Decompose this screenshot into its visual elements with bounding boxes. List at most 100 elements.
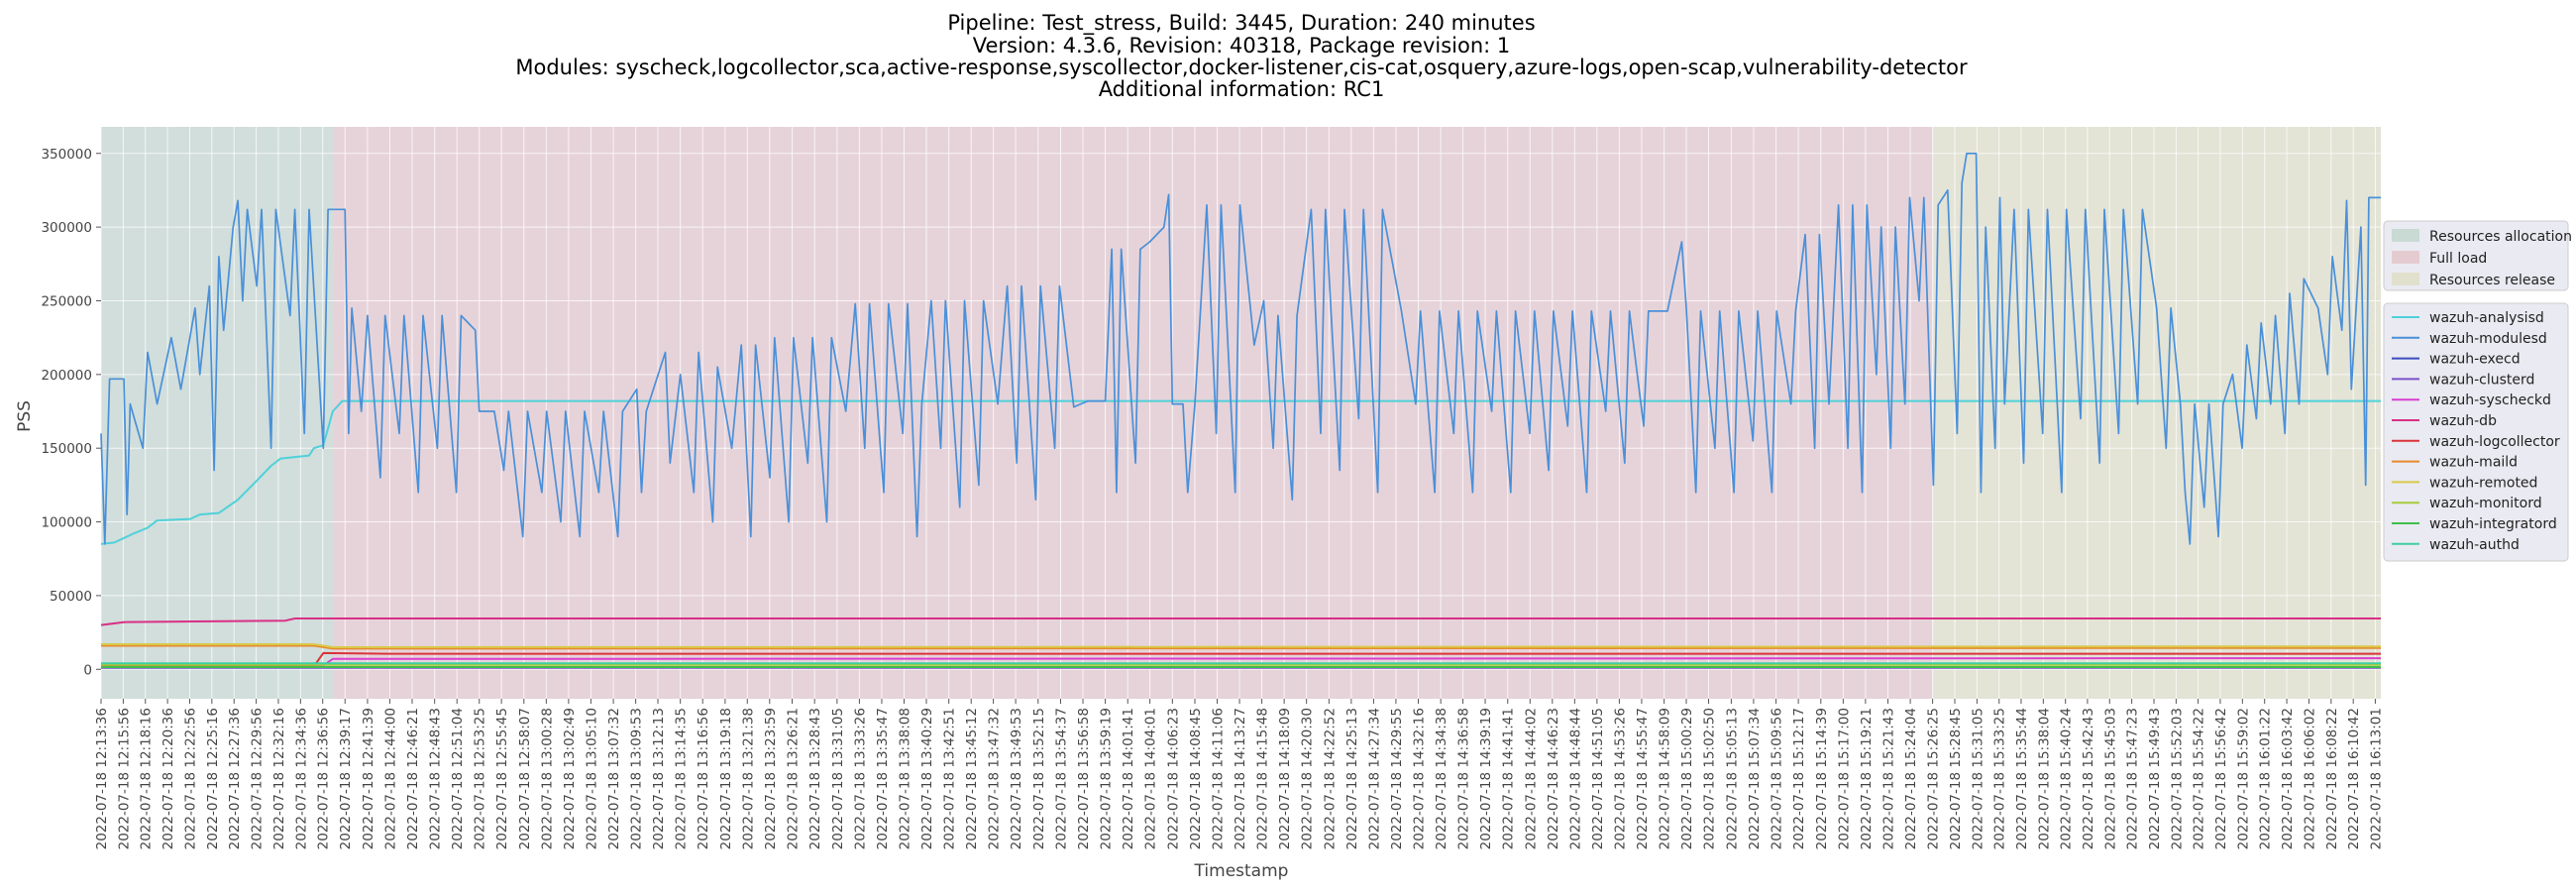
x-tick-label: 2022-07-18 14:22:52 [1322, 708, 1338, 849]
x-tick-label: 2022-07-18 15:00:29 [1679, 708, 1695, 849]
x-tick-label: 2022-07-18 13:09:53 [629, 708, 645, 849]
x-tick-label: 2022-07-18 13:16:56 [696, 708, 711, 849]
phase-legend-label: Full load [2429, 251, 2487, 267]
grid [100, 127, 2381, 699]
x-tick-label: 2022-07-18 15:40:24 [2059, 708, 2075, 849]
y-tick-label: 100000 [41, 515, 92, 531]
x-tick-label: 2022-07-18 12:22:56 [182, 708, 198, 849]
series-legend-label: wazuh-maild [2429, 455, 2518, 471]
legend-series: wazuh-analysisd wazuh-modulesd wazuh-execd… [2383, 302, 2569, 562]
series-line [100, 617, 2381, 626]
phase-legend-label: Resources release [2429, 273, 2555, 288]
x-tick-label: 2022-07-18 12:34:36 [293, 708, 309, 849]
x-tick-label: 2022-07-18 14:06:23 [1165, 708, 1181, 849]
y-axis-ticks: 0 50000 100000 150000 200000 250000 300000 3500… [41, 147, 101, 678]
x-tick-label: 2022-07-18 14:53:26 [1612, 708, 1628, 849]
series-legend-label: wazuh-integratord [2429, 516, 2557, 532]
x-tick-label: 2022-07-18 16:06:02 [2302, 708, 2317, 849]
x-tick-label: 2022-07-18 12:20:36 [161, 708, 176, 849]
x-tick-label: 2022-07-18 13:49:53 [1009, 708, 1024, 849]
x-tick-label: 2022-07-18 14:04:01 [1143, 708, 1159, 849]
x-tick-label: 2022-07-18 16:08:22 [2324, 708, 2340, 849]
x-tick-label: 2022-07-18 15:52:03 [2169, 708, 2185, 849]
x-tick-label: 2022-07-18 13:07:32 [606, 708, 622, 849]
series-legend-label: wazuh-authd [2429, 537, 2520, 553]
x-tick-label: 2022-07-18 15:28:45 [1948, 708, 1964, 849]
x-tick-label: 2022-07-18 15:12:17 [1791, 708, 1807, 849]
x-tick-label: 2022-07-18 13:47:32 [987, 708, 1003, 849]
x-tick-label: 2022-07-18 12:39:17 [338, 708, 354, 849]
x-tick-label: 2022-07-18 15:19:21 [1859, 708, 1875, 849]
x-tick-label: 2022-07-18 15:45:03 [2102, 708, 2118, 849]
x-tick-label: 2022-07-18 14:46:23 [1546, 708, 1561, 849]
series-legend-label: wazuh-modulesd [2429, 331, 2547, 347]
x-tick-label: 2022-07-18 14:55:47 [1635, 708, 1651, 849]
x-tick-label: 2022-07-18 14:51:05 [1590, 708, 1606, 849]
x-tick-label: 2022-07-18 14:48:44 [1567, 708, 1583, 849]
series-legend-label: wazuh-clusterd [2429, 372, 2534, 388]
phase-legend-label: Resources allocation [2429, 229, 2572, 245]
x-tick-label: 2022-07-18 13:42:51 [942, 708, 958, 849]
x-tick-label: 2022-07-18 13:52:15 [1031, 708, 1047, 849]
x-tick-label: 2022-07-18 12:18:16 [139, 708, 155, 849]
x-tick-label: 2022-07-18 14:58:09 [1658, 708, 1673, 849]
x-tick-label: 2022-07-18 12:51:04 [450, 708, 466, 849]
y-tick-label: 250000 [41, 293, 92, 309]
x-tick-label: 2022-07-18 15:02:50 [1702, 708, 1718, 849]
x-tick-label: 2022-07-18 13:28:43 [807, 708, 823, 849]
phase-legend-swatch [2392, 273, 2419, 285]
title-line: Additional information: RC1 [1099, 77, 1385, 101]
series-legend-label: wazuh-logcollector [2429, 434, 2560, 450]
series-line [100, 399, 2381, 545]
x-tick-label: 2022-07-18 12:55:45 [494, 708, 510, 849]
series-legend-label: wazuh-execd [2429, 352, 2521, 368]
x-tick-label: 2022-07-18 13:12:13 [651, 708, 667, 849]
x-tick-label: 2022-07-18 13:54:37 [1053, 708, 1069, 849]
x-tick-label: 2022-07-18 12:58:07 [517, 708, 533, 849]
x-tick-label: 2022-07-18 14:27:34 [1366, 708, 1382, 849]
x-tick-label: 2022-07-18 13:45:12 [964, 708, 980, 849]
x-tick-label: 2022-07-18 12:25:16 [205, 708, 221, 849]
x-tick-label: 2022-07-18 13:14:35 [674, 708, 690, 849]
y-tick-label: 50000 [50, 589, 92, 605]
x-tick-label: 2022-07-18 13:02:49 [562, 708, 578, 849]
x-tick-label: 2022-07-18 15:42:43 [2081, 708, 2096, 849]
x-tick-label: 2022-07-18 12:15:56 [116, 708, 132, 849]
x-axis-ticks: 2022-07-18 12:13:36 2022-07-18 12:15:56 20… [94, 699, 2384, 849]
y-tick-label: 0 [83, 662, 92, 678]
x-tick-label: 2022-07-18 14:18:09 [1277, 708, 1293, 849]
x-tick-label: 2022-07-18 12:36:56 [316, 708, 332, 849]
x-tick-label: 2022-07-18 14:36:58 [1456, 708, 1472, 849]
x-tick-label: 2022-07-18 14:08:45 [1188, 708, 1204, 849]
x-tick-label: 2022-07-18 12:13:36 [94, 708, 110, 849]
x-tick-label: 2022-07-18 14:11:06 [1211, 708, 1227, 849]
x-tick-label: 2022-07-18 15:05:13 [1724, 708, 1740, 849]
x-tick-label: 2022-07-18 13:33:26 [852, 708, 868, 849]
x-tick-label: 2022-07-18 13:40:29 [919, 708, 935, 849]
x-tick-label: 2022-07-18 15:07:34 [1747, 708, 1763, 849]
phase-legend-swatch [2392, 251, 2419, 264]
title-line: Version: 4.3.6, Revision: 40318, Package… [973, 34, 1511, 57]
x-tick-label: 2022-07-18 15:14:39 [1814, 708, 1830, 849]
y-tick-label: 150000 [41, 441, 92, 457]
series-lines [100, 152, 2382, 669]
x-tick-label: 2022-07-18 13:56:58 [1076, 708, 1092, 849]
x-tick-label: 2022-07-18 15:59:02 [2235, 708, 2251, 849]
x-tick-label: 2022-07-18 15:26:25 [1926, 708, 1942, 849]
series-legend-label: wazuh-remoted [2429, 475, 2537, 491]
x-tick-label: 2022-07-18 14:13:27 [1233, 708, 1248, 849]
x-tick-label: 2022-07-18 12:27:36 [227, 708, 243, 849]
phase-band [1932, 127, 2381, 699]
x-tick-label: 2022-07-18 13:26:21 [785, 708, 801, 849]
series-line [101, 644, 2382, 650]
series-line [101, 643, 2382, 648]
x-tick-label: 2022-07-18 15:35:44 [2014, 708, 2030, 849]
x-tick-label: 2022-07-18 14:41:41 [1501, 708, 1517, 849]
legend-phases: Resources allocation Full load Resources r… [2383, 220, 2572, 291]
series-legend-label: wazuh-monitord [2429, 496, 2542, 511]
x-tick-label: 2022-07-18 13:59:19 [1099, 708, 1115, 849]
x-tick-label: 2022-07-18 12:46:21 [405, 708, 421, 849]
x-tick-label: 2022-07-18 15:49:43 [2147, 708, 2163, 849]
x-tick-label: 2022-07-18 14:39:19 [1478, 708, 1494, 849]
